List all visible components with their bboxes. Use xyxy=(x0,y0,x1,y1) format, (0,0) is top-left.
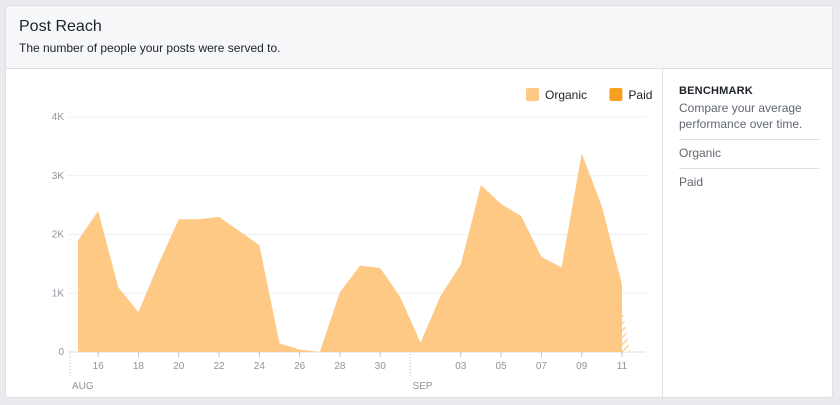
legend-label: Organic xyxy=(545,88,587,102)
y-tick-label: 2K xyxy=(52,230,65,241)
card-header: Post Reach The number of people your pos… xyxy=(6,6,832,69)
y-tick-label: 4K xyxy=(52,112,65,123)
x-tick-label: 09 xyxy=(576,361,588,372)
benchmark-title: BENCHMARK xyxy=(679,85,753,97)
benchmark-divider xyxy=(679,168,819,169)
x-tick-label: 22 xyxy=(213,361,225,372)
x-tick-label: 07 xyxy=(536,361,548,372)
series-area-organic-partial xyxy=(622,307,631,352)
legend-item-paid[interactable]: Paid xyxy=(609,88,652,102)
x-tick-label: 03 xyxy=(455,361,467,372)
x-tick-label: 26 xyxy=(294,361,306,372)
card-subtitle: The number of people your posts were ser… xyxy=(19,41,281,55)
x-tick-label: 16 xyxy=(93,361,105,372)
legend-swatch xyxy=(526,88,539,101)
x-tick-label: 24 xyxy=(254,361,266,372)
chart-area: 0 1K 2K 3K 4K 16 18 20 22 24 26 28 30 03 05 07 09 11 AUG SE… xyxy=(6,69,662,397)
x-tick-label: 18 xyxy=(133,361,145,372)
legend-item-organic[interactable]: Organic xyxy=(526,88,587,102)
month-label: AUG xyxy=(72,381,94,392)
y-tick-label: 0 xyxy=(58,347,64,358)
x-tick-label: 30 xyxy=(375,361,387,372)
benchmark-description: Compare your average performance over ti… xyxy=(679,101,803,131)
legend-label: Paid xyxy=(628,88,652,102)
benchmark-item-organic[interactable]: Organic xyxy=(679,146,722,160)
month-label: SEP xyxy=(412,381,432,392)
x-tick-label: 20 xyxy=(173,361,185,372)
x-tick-label: 28 xyxy=(334,361,346,372)
post-reach-chart: 0 1K 2K 3K 4K 16 18 20 22 24 26 28 30 03 05 07 09 11 AUG SE… xyxy=(52,88,652,392)
card-title: Post Reach xyxy=(19,18,102,35)
benchmark-panel: BENCHMARK Compare your average performan… xyxy=(662,69,832,397)
legend-swatch xyxy=(609,88,623,101)
benchmark-divider xyxy=(679,139,819,140)
y-tick-label: 1K xyxy=(52,288,65,299)
x-tick-label: 11 xyxy=(617,361,628,372)
series-area-organic[interactable] xyxy=(78,153,622,352)
post-reach-card: Post Reach The number of people your pos… xyxy=(5,5,833,398)
y-tick-label: 3K xyxy=(52,171,65,182)
benchmark-item-paid[interactable]: Paid xyxy=(679,175,704,189)
x-tick-label: 05 xyxy=(496,361,508,372)
